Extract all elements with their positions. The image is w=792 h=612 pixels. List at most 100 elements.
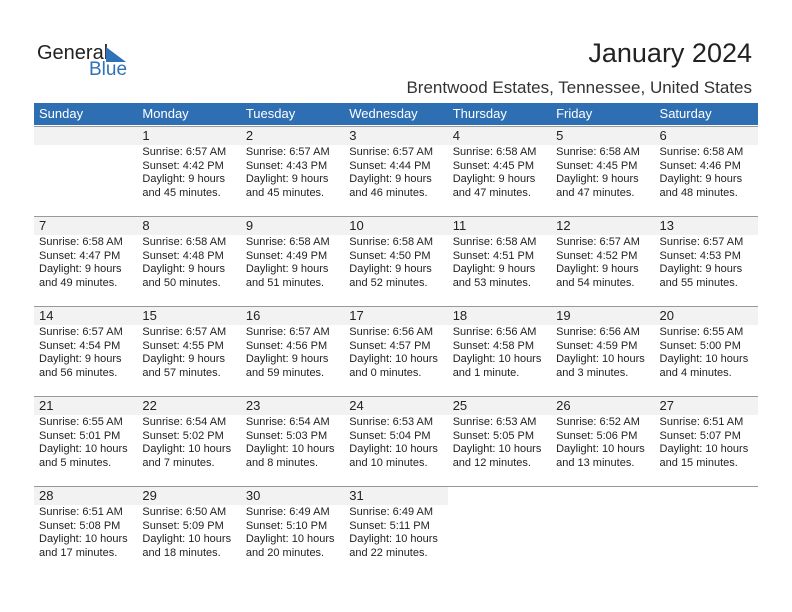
daylight-minutes: and 7 minutes. [142, 456, 215, 469]
sunrise: Sunrise: 6:51 AM [659, 416, 744, 428]
day-number: 19 [556, 308, 571, 323]
day-cell: Sunrise: 6:58 AM Sunset: 4:46 PM Daylight:… [655, 145, 758, 200]
daylight: Daylight: 10 hours [39, 443, 128, 455]
day-number: 30 [240, 487, 345, 505]
sunrise: Sunrise: 6:53 AM [452, 416, 537, 428]
sunrise: Sunrise: 6:58 AM [452, 236, 537, 248]
sunrise: Sunrise: 6:57 AM [245, 146, 330, 158]
daylight: Daylight: 9 hours [245, 263, 329, 275]
sunrise: Sunrise: 6:57 AM [349, 146, 434, 158]
sunset: Sunset: 4:44 PM [349, 159, 431, 172]
day-cell: Sunrise: 6:58 AM Sunset: 4:50 PM Daylight:… [344, 235, 447, 290]
day-number: 16 [245, 308, 261, 323]
sunrise: Sunrise: 6:57 AM [245, 326, 330, 338]
weekday-tuesday: Tuesday [245, 106, 296, 121]
daylight: Daylight: 9 hours [349, 173, 432, 185]
day-cell: Sunrise: 6:58 AM Sunset: 4:48 PM Daylight:… [137, 235, 240, 290]
sunset: Sunset: 4:48 PM [142, 249, 224, 262]
day-number: 4 [452, 128, 460, 143]
weekday-wednesday: Wednesday [349, 106, 418, 121]
sunset: Sunset: 4:58 PM [452, 339, 535, 352]
day-cell: Sunrise: 6:58 AM Sunset: 4:49 PM Daylight:… [241, 235, 344, 290]
daylight-minutes: and 45 minutes. [142, 186, 221, 199]
day-cell: Sunrise: 6:49 AM Sunset: 5:10 PM Daylight:… [241, 505, 344, 560]
day-number: 2 [245, 128, 254, 143]
sunrise: Sunrise: 6:54 AM [245, 416, 330, 428]
sunset: Sunset: 5:04 PM [349, 429, 431, 442]
day-cell: Sunrise: 6:55 AM Sunset: 5:01 PM Daylight:… [34, 415, 137, 470]
sunrise: Sunrise: 6:58 AM [39, 236, 123, 248]
sunrise: Sunrise: 6:55 AM [659, 326, 744, 338]
daylight: Daylight: 9 hours [556, 173, 639, 185]
day-cell: Sunrise: 6:58 AM Sunset: 4:45 PM Daylight:… [551, 145, 654, 200]
daylight-minutes: and 22 minutes. [349, 546, 428, 559]
sunrise: Sunrise: 6:57 AM [142, 146, 227, 158]
logo-general: General [37, 42, 109, 64]
day-cell: Sunrise: 6:57 AM Sunset: 4:42 PM Daylight:… [137, 145, 240, 200]
daylight: Daylight: 9 hours [659, 173, 743, 185]
sunset: Sunset: 5:11 PM [349, 519, 430, 532]
location: Brentwood Estates, Tennessee, United Sta… [406, 78, 752, 97]
day-number: 27 [659, 398, 674, 413]
day-cell: Sunrise: 6:57 AM Sunset: 4:52 PM Daylight:… [551, 235, 654, 290]
daylight-minutes: and 10 minutes. [349, 456, 428, 469]
sunset: Sunset: 4:45 PM [452, 159, 535, 172]
sunrise: Sunrise: 6:55 AM [39, 416, 123, 428]
day-number: 23 [245, 398, 261, 413]
sunset: Sunset: 4:57 PM [349, 339, 431, 352]
daylight: Daylight: 9 hours [659, 263, 743, 275]
daylight: Daylight: 10 hours [39, 533, 128, 545]
day-number: 29 [137, 487, 241, 505]
day-cell: Sunrise: 6:58 AM Sunset: 4:47 PM Daylight:… [34, 235, 137, 290]
empty-cell [655, 505, 758, 560]
day-cell: Sunrise: 6:58 AM Sunset: 4:51 PM Daylight:… [448, 235, 551, 290]
day-number: 6 [659, 128, 667, 143]
day-number: 1 [142, 128, 150, 143]
daylight: Daylight: 9 hours [452, 173, 536, 185]
sunset: Sunset: 5:09 PM [142, 519, 224, 532]
sunrise: Sunrise: 6:56 AM [452, 326, 537, 338]
sunset: Sunset: 4:53 PM [659, 249, 741, 262]
sunset: Sunset: 5:10 PM [245, 519, 328, 532]
empty-cell [34, 145, 137, 200]
weekday-thursday: Thursday [452, 106, 507, 121]
day-cell: Sunrise: 6:51 AM Sunset: 5:07 PM Daylight:… [655, 415, 758, 470]
day-number: 25 [452, 398, 468, 413]
weekday-monday: Monday [142, 106, 189, 121]
week-row: 7 8 9 10 11 12 13 Sunrise: 6:58 AM Sunset: 4:47 … [34, 216, 758, 306]
sunset: Sunset: 4:51 PM [452, 249, 535, 262]
day-number: 12 [556, 218, 571, 233]
day-number: 9 [245, 218, 254, 233]
empty-cell [551, 505, 654, 560]
sunrise: Sunrise: 6:51 AM [39, 506, 123, 518]
daylight-minutes: and 0 minutes. [349, 366, 422, 379]
weekday-friday: Friday [556, 106, 593, 121]
daylight-minutes: and 51 minutes. [245, 276, 325, 289]
daylight: Daylight: 10 hours [142, 443, 232, 455]
daylight: Daylight: 10 hours [452, 443, 542, 455]
daylight-minutes: and 8 minutes. [245, 456, 318, 469]
daylight: Daylight: 9 hours [142, 263, 225, 275]
daylight-minutes: and 17 minutes. [39, 546, 118, 559]
sunset: Sunset: 5:02 PM [142, 429, 224, 442]
daylight: Daylight: 9 hours [349, 263, 432, 275]
sunrise: Sunrise: 6:57 AM [142, 326, 227, 338]
daylight-minutes: and 13 minutes. [556, 456, 635, 469]
daylight-minutes: and 4 minutes. [659, 366, 732, 379]
daylight: Daylight: 9 hours [556, 263, 639, 275]
sunset: Sunset: 4:43 PM [245, 159, 328, 172]
day-number: 20 [659, 308, 674, 323]
empty-day [448, 487, 551, 505]
sunset: Sunset: 4:56 PM [245, 339, 328, 352]
daylight-minutes: and 55 minutes. [659, 276, 738, 289]
day-number: 21 [39, 398, 54, 413]
sunrise: Sunrise: 6:53 AM [349, 416, 434, 428]
day-cell: Sunrise: 6:57 AM Sunset: 4:55 PM Daylight:… [137, 325, 240, 380]
day-cell: Sunrise: 6:52 AM Sunset: 5:06 PM Daylight:… [551, 415, 654, 470]
day-cell: Sunrise: 6:56 AM Sunset: 4:57 PM Daylight:… [344, 325, 447, 380]
daylight: Daylight: 9 hours [39, 353, 122, 365]
daylight-minutes: and 57 minutes. [142, 366, 221, 379]
sunrise: Sunrise: 6:56 AM [556, 326, 640, 338]
day-number: 14 [39, 308, 54, 323]
sunset: Sunset: 4:46 PM [659, 159, 741, 172]
